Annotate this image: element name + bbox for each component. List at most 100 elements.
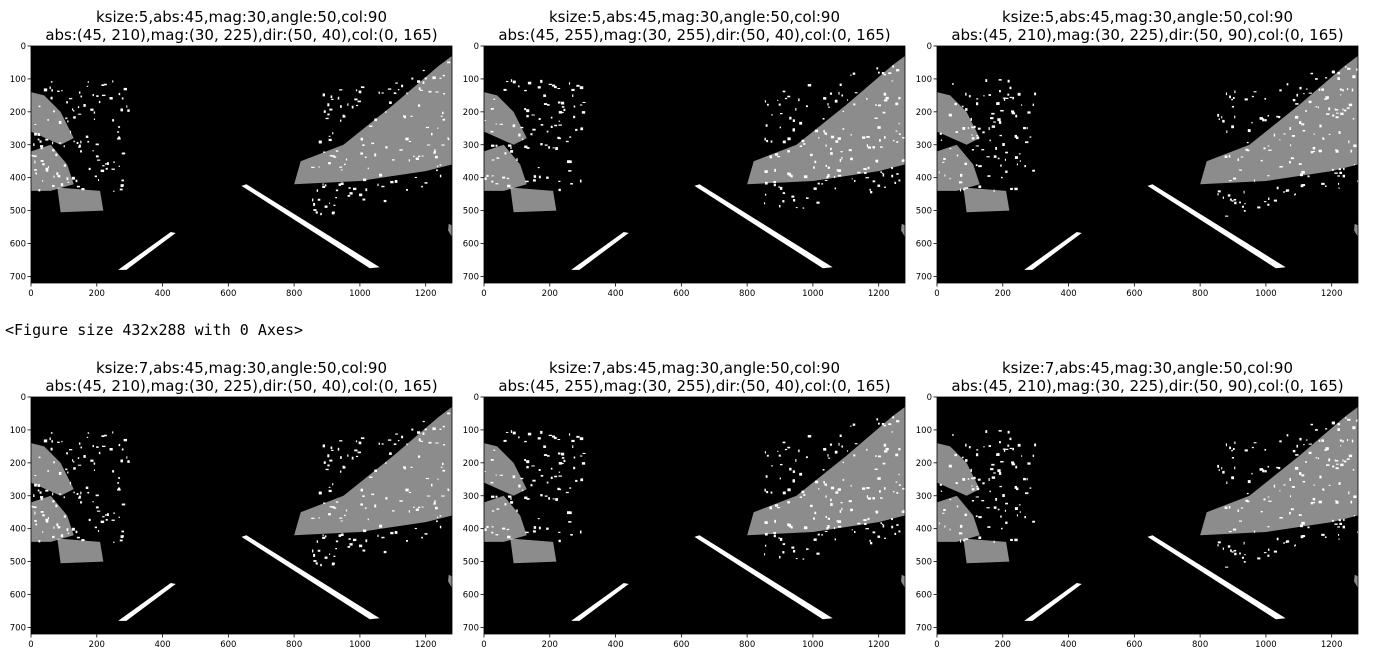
speck xyxy=(1334,149,1338,151)
speck xyxy=(948,464,952,468)
speck xyxy=(1353,164,1355,166)
speck xyxy=(787,446,791,449)
speck xyxy=(40,145,44,148)
speck xyxy=(558,488,562,491)
speck xyxy=(827,106,831,108)
speck xyxy=(777,155,781,158)
speck xyxy=(1009,447,1013,449)
speck xyxy=(379,173,383,177)
speck xyxy=(1034,92,1037,96)
speck xyxy=(1343,167,1345,170)
speck xyxy=(1260,159,1263,162)
speck xyxy=(764,488,766,492)
speck xyxy=(328,162,331,165)
speck xyxy=(881,422,885,426)
speck xyxy=(872,180,876,183)
speck xyxy=(100,520,105,524)
speck xyxy=(964,187,969,189)
speck xyxy=(1263,498,1266,501)
speck xyxy=(337,447,340,451)
speck xyxy=(958,532,963,535)
speck xyxy=(490,459,494,461)
speck xyxy=(365,188,368,192)
speck xyxy=(322,536,326,539)
speck xyxy=(1332,465,1335,468)
speck xyxy=(503,439,507,442)
speck xyxy=(339,119,342,122)
speck xyxy=(340,456,342,459)
speck xyxy=(1015,465,1018,469)
speck xyxy=(971,126,974,129)
speck xyxy=(433,152,436,154)
white-region xyxy=(937,144,980,191)
speck xyxy=(381,92,384,94)
speck xyxy=(118,487,121,491)
speck xyxy=(52,535,55,539)
speck xyxy=(570,534,573,536)
x-tick-label: 200 xyxy=(542,289,558,299)
speck xyxy=(870,190,873,194)
speck xyxy=(975,145,980,147)
speck xyxy=(955,131,959,134)
speck xyxy=(537,86,541,89)
speck xyxy=(798,449,800,453)
y-tick-label: 100 xyxy=(916,426,932,436)
speck xyxy=(338,534,342,537)
speck xyxy=(883,443,887,447)
x-tick-label: 1200 xyxy=(868,640,890,650)
speck xyxy=(401,84,404,88)
speck xyxy=(998,472,1002,475)
x-tick-label: 0 xyxy=(28,640,33,650)
speck xyxy=(782,140,786,144)
white-region xyxy=(31,495,74,542)
speck xyxy=(491,159,495,161)
speck xyxy=(331,449,334,451)
speck xyxy=(1267,496,1270,498)
speck xyxy=(67,181,70,183)
speck xyxy=(765,475,768,478)
speck xyxy=(69,481,72,485)
speck xyxy=(827,457,831,459)
y-tick-label: 600 xyxy=(463,591,479,601)
speck xyxy=(551,84,556,87)
speck xyxy=(87,81,90,83)
speck xyxy=(101,445,106,448)
speck xyxy=(63,145,65,148)
speck xyxy=(803,175,808,179)
speck xyxy=(891,174,894,178)
speck xyxy=(554,475,558,478)
speck xyxy=(838,91,840,95)
speck xyxy=(792,199,796,202)
speck xyxy=(546,130,549,133)
white-region xyxy=(694,184,833,269)
speck xyxy=(1218,469,1220,472)
speck xyxy=(1019,160,1021,162)
speck xyxy=(901,159,905,162)
x-tick-label: 800 xyxy=(1192,289,1208,299)
speck xyxy=(1238,520,1243,522)
speck xyxy=(1267,174,1270,177)
speck xyxy=(495,534,499,536)
speck xyxy=(518,436,520,439)
speck xyxy=(1338,131,1341,134)
x-tick-label: 0 xyxy=(934,640,939,650)
speck xyxy=(1004,158,1006,161)
x-tick-label: 600 xyxy=(220,640,236,650)
speck xyxy=(993,540,995,544)
speck xyxy=(1296,444,1299,448)
speck xyxy=(57,526,61,529)
speck xyxy=(825,144,827,147)
speck xyxy=(792,128,796,130)
speck xyxy=(1294,466,1299,470)
y-tick-label: 400 xyxy=(916,174,932,184)
speck xyxy=(96,510,101,512)
speck xyxy=(490,481,494,484)
speck xyxy=(533,175,537,178)
speck xyxy=(993,121,996,123)
speck xyxy=(976,135,979,137)
speck xyxy=(880,171,882,173)
x-tick-label: 200 xyxy=(89,640,105,650)
speck xyxy=(971,149,975,151)
speck xyxy=(557,101,561,104)
speck xyxy=(1276,115,1279,118)
